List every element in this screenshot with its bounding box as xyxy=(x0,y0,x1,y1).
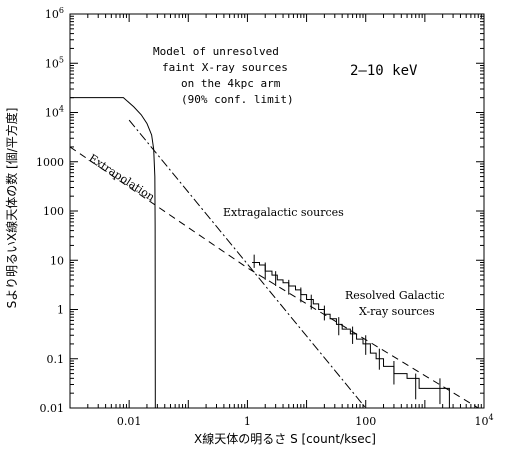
series-extragalactic xyxy=(128,119,367,409)
y-tick-label: 104 xyxy=(45,105,64,120)
series-model xyxy=(70,97,156,409)
y-tick-label: 1000 xyxy=(36,156,64,169)
y-tick-label: 0.01 xyxy=(40,402,65,415)
y-tick-label: 0.1 xyxy=(47,353,65,366)
x-tick-label: 100 xyxy=(355,415,376,428)
resolved-line-1: Resolved Galactic xyxy=(345,289,445,302)
series-resolved xyxy=(252,262,450,408)
model-line-1: Model of unresolved xyxy=(153,45,279,58)
extragalactic-label: Extragalactic sources xyxy=(223,206,344,219)
y-axis-label: Sより明るいX線天体の数 [個/平方度] xyxy=(4,108,19,309)
x-tick-label: 104 xyxy=(474,413,493,428)
x-tick-label: 0.01 xyxy=(117,415,142,428)
resolved-line-2: X-ray sources xyxy=(359,305,435,318)
energy-band-label: 2–10 keV xyxy=(350,63,418,79)
x-axis-label: X線天体の明るさ S [count/ksec] xyxy=(194,431,376,446)
model-line-3: on the 4kpc arm xyxy=(181,77,281,90)
y-tick-label: 105 xyxy=(45,55,64,70)
model-line-2: faint X-ray sources xyxy=(162,61,288,74)
y-tick-label: 106 xyxy=(45,6,64,21)
series-layer xyxy=(69,97,479,409)
y-tick-label: 1 xyxy=(57,304,64,317)
y-tick-label: 10 xyxy=(50,254,64,267)
extrapolation-label: Extrapolation xyxy=(86,152,157,204)
model-line-4: (90% conf. limit) xyxy=(181,93,294,106)
plot-frame xyxy=(69,13,485,409)
x-tick-label: 1 xyxy=(244,415,251,428)
resolved-annotation: Resolved Galactic X-ray sources xyxy=(345,289,445,318)
model-annotation: Model of unresolved faint X-ray sources … xyxy=(153,45,294,106)
y-tick-label: 100 xyxy=(43,205,64,218)
